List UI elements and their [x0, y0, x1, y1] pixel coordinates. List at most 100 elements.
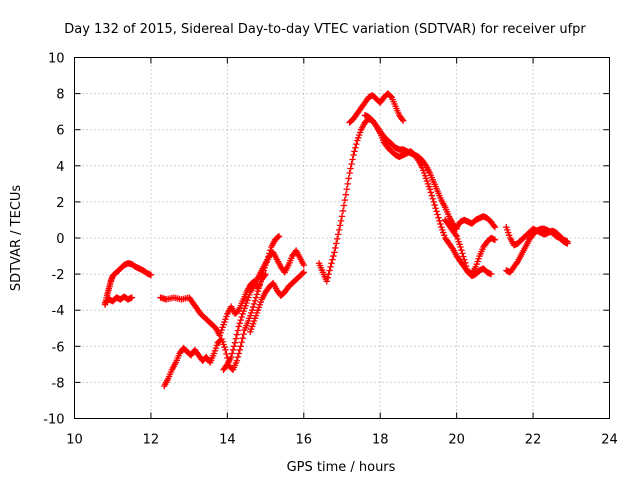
data-point: [234, 327, 242, 334]
series-arc4: [161, 232, 283, 390]
data-point: [238, 313, 245, 321]
series-arc7: [315, 115, 460, 285]
data-point: [487, 270, 495, 278]
y-tick-labels: -10 -8 -6 -4 -2 0 2 4 6 8 10: [43, 52, 64, 428]
data-point: [458, 246, 465, 254]
data-point: [350, 151, 357, 159]
data-point: [330, 252, 337, 260]
y-tick-label: 0: [56, 232, 64, 247]
data-point: [429, 195, 436, 202]
y-tick-label: -10: [43, 413, 64, 428]
data-point: [300, 269, 307, 276]
data-point: [325, 270, 332, 278]
y-tick-label: 6: [56, 124, 64, 139]
y-tick-label: 8: [56, 88, 64, 103]
data-point: [240, 330, 247, 338]
data-point: [234, 353, 242, 361]
x-tick-label: 22: [525, 433, 542, 448]
data-point: [344, 180, 351, 188]
data-point: [336, 222, 344, 229]
data-point: [399, 117, 407, 124]
data-point: [147, 271, 155, 279]
data-point: [250, 300, 258, 308]
data-point: [337, 217, 345, 225]
series-arc11: [449, 227, 499, 278]
data-point: [128, 294, 136, 301]
data-point: [432, 205, 439, 212]
data-point: [345, 175, 352, 182]
x-tick-label: 14: [219, 433, 236, 448]
data-point: [235, 350, 243, 357]
data-point: [331, 249, 338, 256]
data-point: [255, 284, 263, 292]
data-point: [236, 346, 243, 354]
data-point: [463, 265, 471, 273]
x-tick-label: 20: [448, 433, 465, 448]
data-point: [232, 335, 240, 342]
data-point: [342, 191, 350, 198]
data-point: [239, 334, 246, 342]
data-point: [343, 186, 350, 193]
data-point: [436, 217, 443, 225]
x-tick-label: 10: [66, 433, 83, 448]
x-tick-label: 24: [601, 433, 618, 448]
data-point: [461, 256, 468, 263]
data-point: [274, 233, 282, 241]
data-point: [223, 350, 230, 358]
data-point: [227, 353, 235, 361]
data-point: [427, 189, 435, 196]
data-point: [459, 250, 466, 257]
data-point: [340, 202, 348, 209]
data-point: [299, 269, 307, 277]
data-point: [426, 186, 434, 193]
data-points: [101, 90, 571, 390]
data-point: [490, 222, 498, 230]
data-point: [254, 288, 262, 295]
data-point: [256, 281, 264, 289]
data-point: [460, 253, 467, 260]
data-point: [233, 357, 241, 364]
data-point: [324, 274, 331, 281]
data-point: [275, 232, 283, 240]
data-point: [398, 116, 406, 123]
data-point: [338, 213, 346, 220]
series-arc9: [361, 112, 495, 280]
data-point: [228, 350, 236, 357]
data-point: [237, 343, 244, 350]
data-point: [327, 263, 334, 271]
x-axis-label: GPS time / hours: [287, 460, 396, 475]
data-point: [233, 331, 241, 338]
data-point: [491, 223, 499, 231]
data-point: [328, 260, 335, 267]
data-point: [346, 169, 353, 177]
data-point: [452, 231, 459, 239]
data-point: [229, 346, 237, 354]
data-point: [457, 243, 464, 251]
x-tick-label: 12: [143, 433, 160, 448]
axis-ticks: [74, 57, 610, 419]
data-point: [237, 316, 244, 324]
data-point: [235, 323, 243, 330]
data-point: [437, 220, 444, 228]
chart-title: Day 132 of 2015, Sidereal Day-to-day VTE…: [64, 22, 586, 37]
data-point: [434, 211, 441, 218]
series-arc8: [346, 90, 407, 126]
data-point: [326, 267, 333, 274]
x-tick-labels: 10 12 14 16 18 20 22 24: [66, 433, 618, 448]
data-point: [253, 291, 261, 298]
data-point: [248, 307, 256, 314]
data-point: [323, 278, 330, 285]
series-arc1: [101, 260, 155, 308]
y-tick-label: 10: [48, 52, 65, 67]
data-point: [428, 192, 436, 199]
series-arc13: [503, 223, 571, 249]
data-point: [332, 244, 339, 252]
data-point: [564, 238, 571, 245]
data-point: [353, 140, 360, 148]
data-point: [351, 148, 358, 155]
series-arc10: [441, 213, 499, 234]
y-axis-label: SDTVAR / TECUs: [9, 185, 24, 292]
data-point: [329, 256, 336, 263]
data-point: [430, 198, 437, 206]
